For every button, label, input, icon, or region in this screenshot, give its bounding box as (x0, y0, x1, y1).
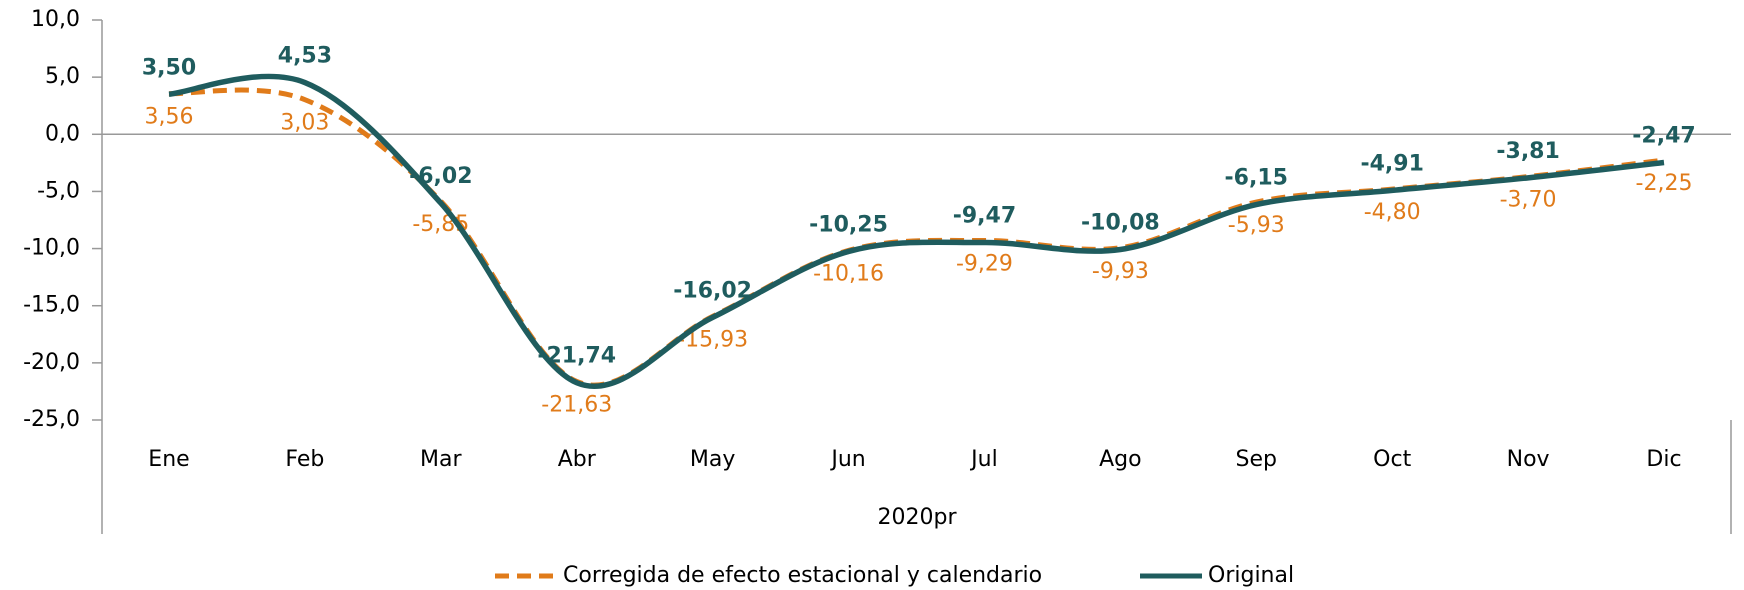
y-tick-label: -10,0 (23, 236, 80, 261)
data-label: -9,29 (956, 251, 1013, 276)
legend-label: Original (1208, 563, 1294, 588)
data-label: -3,70 (1500, 188, 1557, 213)
x-tick-label: Nov (1507, 447, 1550, 472)
data-label: -16,02 (673, 278, 752, 303)
x-tick-label: Feb (285, 447, 324, 472)
y-tick-label: 10,0 (31, 7, 80, 32)
data-label: -21,74 (537, 344, 616, 369)
series-line (168, 73, 1665, 390)
data-label: -10,25 (809, 212, 888, 237)
y-tick-label: -15,0 (23, 293, 80, 318)
data-label: -10,16 (813, 261, 884, 286)
data-label: -10,08 (1081, 210, 1160, 235)
data-label: -5,93 (1228, 213, 1285, 238)
data-label: -9,47 (953, 204, 1016, 229)
x-tick-label: Sep (1236, 447, 1277, 472)
x-tick-label: Jul (969, 447, 998, 472)
x-tick-label: May (690, 447, 735, 472)
y-tick-label: 5,0 (45, 64, 80, 89)
data-label: -9,93 (1092, 259, 1149, 284)
data-label: -4,80 (1364, 200, 1421, 225)
x-tick-label: Dic (1646, 447, 1681, 472)
data-label: -4,91 (1360, 151, 1423, 176)
data-label: -3,81 (1496, 139, 1559, 164)
x-tick-label: Oct (1373, 447, 1411, 472)
y-tick-label: -25,0 (23, 407, 80, 432)
data-label: 3,03 (280, 111, 329, 136)
data-label: -2,47 (1632, 124, 1695, 149)
x-axis-label: 2020pr (878, 505, 958, 530)
x-tick-label: Mar (420, 447, 462, 472)
legend-label: Corregida de efecto estacional y calenda… (563, 563, 1042, 588)
data-label: -21,63 (541, 392, 612, 417)
data-label: 4,53 (278, 44, 332, 69)
x-tick-label: Ago (1099, 447, 1141, 472)
data-label: 3,50 (142, 55, 196, 80)
data-label: -2,25 (1636, 171, 1693, 196)
y-tick-label: 0,0 (45, 121, 80, 146)
data-label: -6,02 (409, 164, 472, 189)
y-tick-label: -20,0 (23, 350, 80, 375)
y-tick-label: -5,0 (37, 178, 80, 203)
x-tick-label: Ene (148, 447, 189, 472)
data-label: -6,15 (1225, 166, 1288, 191)
data-label: 3,56 (145, 105, 194, 130)
x-tick-label: Jun (829, 447, 865, 472)
x-tick-label: Abr (558, 447, 597, 472)
